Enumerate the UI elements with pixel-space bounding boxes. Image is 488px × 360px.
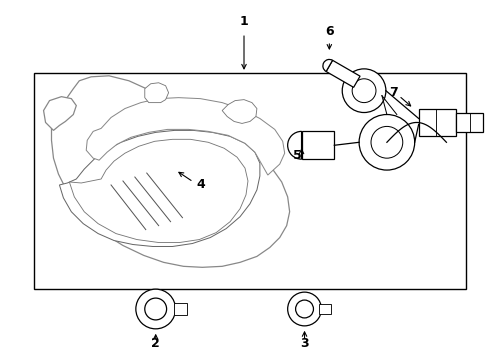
Wedge shape: [287, 131, 301, 159]
Polygon shape: [325, 60, 359, 87]
Polygon shape: [86, 98, 284, 175]
Polygon shape: [51, 76, 289, 267]
Text: 4: 4: [196, 179, 204, 192]
Circle shape: [136, 289, 175, 329]
Text: 1: 1: [239, 15, 248, 28]
Text: 3: 3: [300, 337, 308, 350]
Circle shape: [342, 69, 385, 113]
Bar: [173, 303, 187, 315]
Circle shape: [295, 300, 313, 318]
Polygon shape: [60, 130, 259, 247]
Wedge shape: [322, 59, 332, 72]
Text: 6: 6: [325, 24, 333, 38]
Polygon shape: [144, 83, 168, 103]
Text: 2: 2: [151, 337, 160, 350]
Circle shape: [144, 298, 166, 320]
Bar: [455, 113, 482, 132]
Text: 5: 5: [293, 149, 302, 162]
Polygon shape: [43, 96, 76, 130]
Circle shape: [287, 292, 321, 326]
Bar: [418, 109, 455, 136]
Bar: [319, 304, 331, 314]
Polygon shape: [222, 100, 256, 123]
Text: 7: 7: [388, 86, 397, 99]
Bar: [301, 131, 334, 159]
Circle shape: [351, 79, 375, 103]
Bar: [34, 73, 466, 289]
Circle shape: [358, 114, 414, 170]
Polygon shape: [69, 139, 247, 243]
Circle shape: [370, 126, 402, 158]
